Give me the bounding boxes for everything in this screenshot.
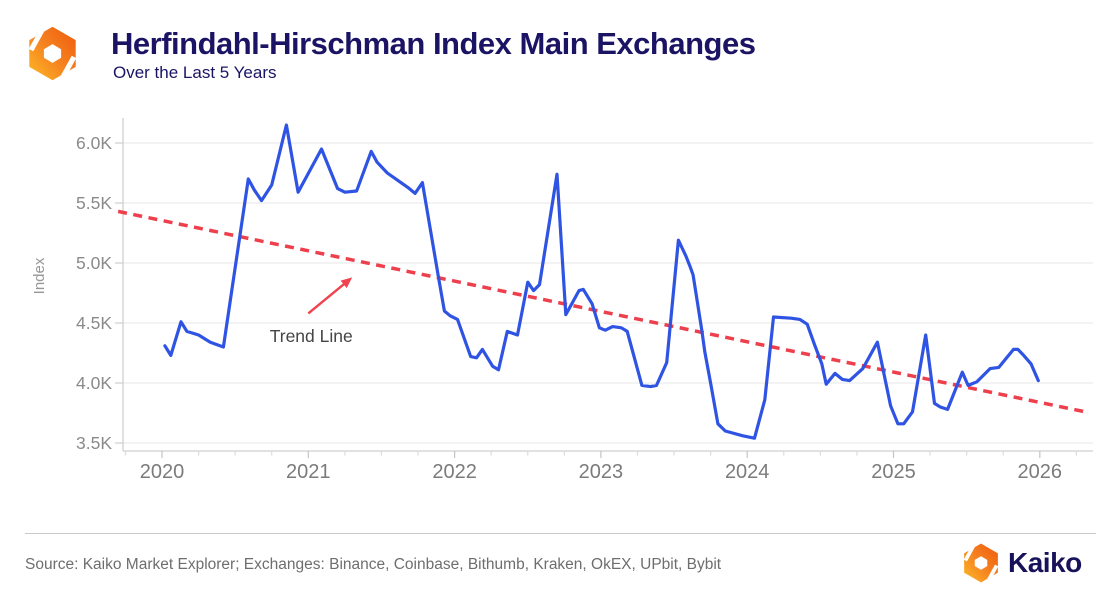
x-tick-label: 2026: [1018, 461, 1063, 483]
y-axis-title: Index: [31, 257, 48, 294]
y-tick-label: 6.0K: [76, 133, 112, 153]
chart-title: Herfindahl-Hirschman Index Main Exchange…: [111, 26, 756, 61]
kaiko-brand: Kaiko: [961, 543, 1082, 583]
trend-line-annotation: Trend Line: [270, 326, 353, 346]
trend-line: [117, 209, 1086, 414]
kaiko-hexagon-icon-footer: [963, 543, 999, 583]
y-tick-label: 3.5K: [76, 433, 112, 453]
x-tick-label: 2024: [725, 461, 770, 483]
kaiko-logo-icon: [25, 23, 80, 84]
kaiko-hexagon-icon: [28, 23, 77, 84]
y-tick-label: 5.0K: [76, 253, 112, 273]
x-tick-label: 2023: [579, 461, 624, 483]
source-text: Source: Kaiko Market Explorer; Exchanges…: [25, 556, 722, 573]
x-tick-label: 2022: [432, 461, 477, 483]
x-tick-label: 2025: [871, 461, 916, 483]
annotation-arrow-shaft: [307, 281, 347, 315]
kaiko-wordmark: Kaiko: [1008, 547, 1082, 578]
x-tick-label: 2020: [140, 461, 185, 483]
footer-divider: [25, 533, 1096, 534]
y-tick-label: 4.0K: [76, 373, 112, 393]
y-tick-label: 4.5K: [76, 313, 112, 333]
y-tick-label: 5.5K: [76, 193, 112, 213]
hhi-series-line: [163, 123, 1040, 440]
x-tick-label: 2021: [286, 461, 331, 483]
chart-subtitle: Over the Last 5 Years: [113, 63, 277, 82]
annotation-arrow-head: [340, 277, 353, 289]
